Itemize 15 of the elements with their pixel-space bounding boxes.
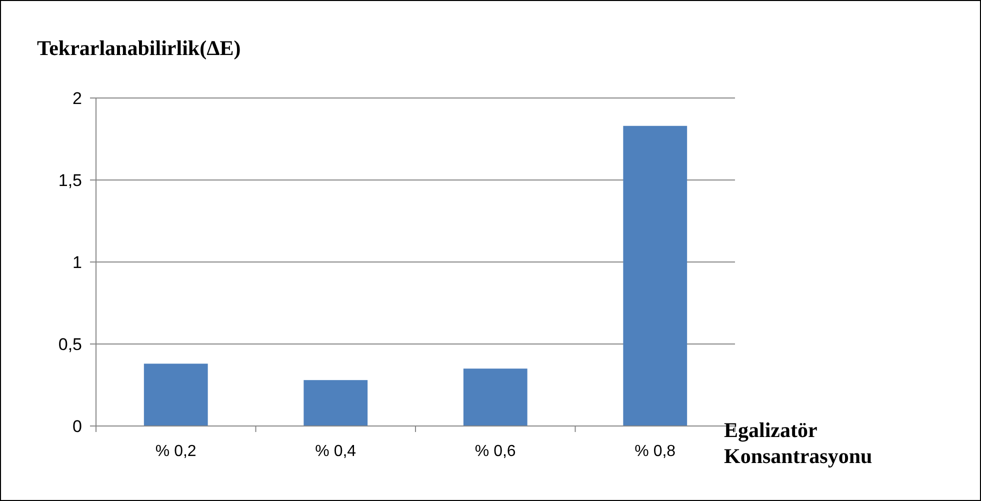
y-tick-label: 0 — [72, 416, 82, 436]
y-tick-label: 0,5 — [58, 334, 82, 354]
bar — [144, 364, 208, 426]
y-tick-label: 1,5 — [58, 170, 82, 190]
bar — [623, 126, 688, 426]
bar — [304, 380, 368, 426]
x-tick-label: % 0,6 — [474, 443, 516, 460]
y-tick-label: 1 — [72, 252, 82, 272]
x-tick-label: % 0,4 — [315, 443, 356, 460]
y-axis-title: Tekrarlanabilirlik(ΔE) — [37, 36, 241, 60]
x-tick-label: % 0,8 — [634, 443, 676, 460]
x-tick-label: % 0,2 — [155, 443, 196, 460]
bar — [463, 368, 528, 426]
y-tick-label: 2 — [72, 88, 82, 108]
x-axis-title: Egalizatör Konsantrasyonu — [724, 418, 873, 468]
